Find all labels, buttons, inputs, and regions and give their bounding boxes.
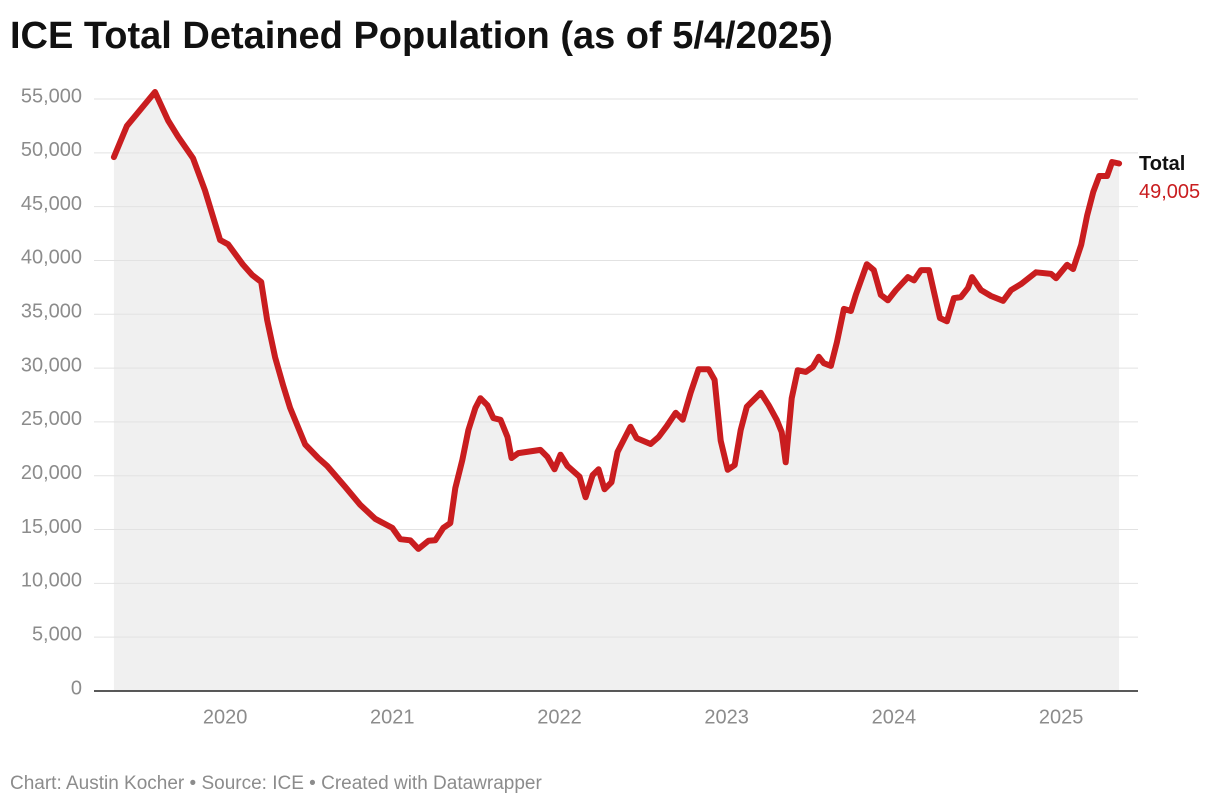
line [110, 89, 1123, 552]
x-tick-label: 2021 [370, 706, 415, 728]
y-tick-label: 10,000 [21, 570, 82, 592]
series-label: Total [1139, 153, 1185, 175]
x-tick-label: 2020 [203, 706, 248, 728]
y-tick-label: 30,000 [21, 354, 82, 376]
y-tick-label: 45,000 [21, 193, 82, 215]
y-tick-label: 25,000 [21, 408, 82, 430]
y-tick-label: 50,000 [21, 139, 82, 161]
x-tick-label: 2024 [872, 706, 917, 728]
x-tick-label: 2022 [537, 706, 582, 728]
y-tick-label: 0 [71, 677, 82, 699]
y-tick-label: 55,000 [21, 85, 82, 107]
y-tick-label: 5,000 [32, 623, 82, 645]
x-tick-label: 2025 [1039, 706, 1084, 728]
y-tick-label: 20,000 [21, 462, 82, 484]
source-note: Chart: Austin Kocher • Source: ICE • Cre… [10, 773, 542, 794]
area [113, 92, 1120, 691]
y-tick-label: 15,000 [21, 516, 82, 538]
x-tick-label: 2023 [704, 706, 749, 728]
y-tick-label: 40,000 [21, 247, 82, 269]
y-tick-label: 35,000 [21, 301, 82, 323]
value-label: 49,005 [1139, 181, 1200, 203]
chart-title: ICE Total Detained Population (as of 5/4… [10, 15, 833, 57]
